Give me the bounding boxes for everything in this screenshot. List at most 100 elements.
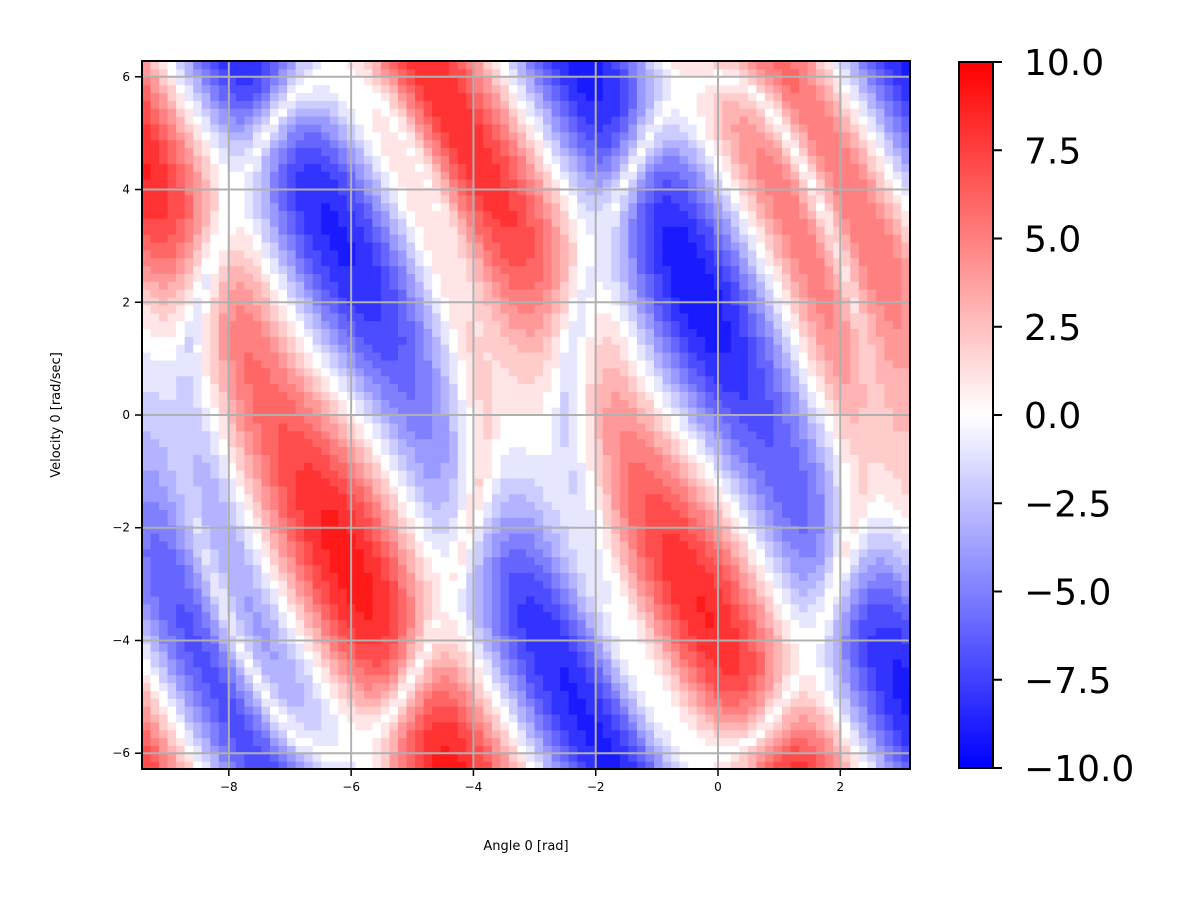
heatmap-cell xyxy=(184,501,194,510)
heatmap-cell xyxy=(491,729,501,739)
heatmap-cell xyxy=(184,304,194,314)
heatmap-cell xyxy=(568,328,578,337)
heatmap-cell xyxy=(500,320,510,330)
heatmap-cell xyxy=(577,68,587,78)
heatmap-cell xyxy=(508,446,519,455)
heatmap-cell xyxy=(184,454,194,463)
heatmap-cell xyxy=(312,289,322,298)
heatmap-cell xyxy=(312,304,322,314)
heatmap-cell xyxy=(218,352,228,361)
heatmap-cell xyxy=(577,651,587,660)
heatmap-cell xyxy=(201,446,211,455)
heatmap-cell xyxy=(193,651,203,660)
heatmap-cell xyxy=(474,383,484,392)
heatmap-cell xyxy=(150,359,160,369)
heatmap-cell xyxy=(398,517,408,526)
heatmap-cell xyxy=(526,202,536,212)
heatmap-cell xyxy=(423,399,433,408)
heatmap-cell xyxy=(235,92,245,101)
heatmap-cell xyxy=(500,713,510,723)
heatmap-cell xyxy=(534,123,544,133)
heatmap-cell xyxy=(304,470,314,479)
heatmap-cell xyxy=(594,415,604,424)
heatmap-cell xyxy=(483,76,493,86)
heatmap-cell xyxy=(312,391,322,400)
heatmap-cell xyxy=(167,477,177,487)
heatmap-cell xyxy=(150,241,160,251)
heatmap-cell xyxy=(312,407,322,416)
heatmap-cell xyxy=(372,312,382,322)
heatmap-cell xyxy=(261,304,271,314)
heatmap-cell xyxy=(218,179,228,188)
heatmap-cell xyxy=(423,171,433,180)
heatmap-cell xyxy=(329,61,339,70)
heatmap-cell xyxy=(167,273,177,282)
heatmap-cell xyxy=(508,572,519,581)
heatmap-cell xyxy=(167,682,177,691)
heatmap-cell xyxy=(483,383,493,392)
heatmap-cell xyxy=(167,407,177,416)
heatmap-cell xyxy=(517,643,527,652)
heatmap-cell xyxy=(560,548,570,558)
heatmap-cell xyxy=(602,226,612,235)
heatmap-cell xyxy=(227,564,237,573)
heatmap-cell xyxy=(517,312,527,322)
heatmap-cell xyxy=(176,249,186,259)
heatmap-cell xyxy=(568,493,578,503)
heatmap-cell xyxy=(389,611,399,621)
heatmap-cell xyxy=(167,139,177,149)
heatmap-cell xyxy=(483,533,493,542)
heatmap-cell xyxy=(321,179,331,188)
heatmap-cell xyxy=(244,241,254,251)
heatmap-cell xyxy=(474,407,484,416)
heatmap-cell xyxy=(252,556,263,566)
heatmap-cell xyxy=(517,218,527,227)
heatmap-cell xyxy=(398,658,408,668)
heatmap-cell xyxy=(526,556,536,566)
heatmap-cell xyxy=(142,179,152,188)
heatmap-cell xyxy=(577,383,587,392)
heatmap-cell xyxy=(287,383,297,392)
heatmap-cell xyxy=(329,234,339,243)
heatmap-cell xyxy=(534,446,544,455)
heatmap-cell xyxy=(244,572,254,581)
heatmap-cell xyxy=(474,257,484,267)
heatmap-cell xyxy=(338,438,348,448)
heatmap-cell xyxy=(526,344,536,353)
heatmap-cell xyxy=(372,163,382,172)
heatmap-cell xyxy=(440,375,450,385)
heatmap-cell xyxy=(611,540,621,550)
heatmap-cell xyxy=(295,92,305,101)
heatmap-cell xyxy=(312,297,322,306)
heatmap-cell xyxy=(176,344,186,353)
heatmap-cell xyxy=(594,179,604,188)
heatmap-cell xyxy=(363,249,373,259)
heatmap-cell xyxy=(457,257,467,267)
heatmap-cell xyxy=(270,281,280,290)
heatmap-cell xyxy=(560,328,570,337)
heatmap-cell xyxy=(457,375,467,385)
heatmap-cell xyxy=(363,344,373,353)
heatmap-cell xyxy=(457,61,467,70)
heatmap-cell xyxy=(517,611,527,621)
heatmap-cell xyxy=(329,438,339,448)
heatmap-cell xyxy=(355,194,365,204)
heatmap-cell xyxy=(278,155,288,164)
heatmap-cell xyxy=(594,698,604,707)
heatmap-cell xyxy=(380,344,391,353)
heatmap-cell xyxy=(389,257,399,267)
heatmap-cell xyxy=(449,108,459,117)
heatmap-cell xyxy=(483,92,493,101)
heatmap-cell xyxy=(372,438,382,448)
heatmap-cell xyxy=(278,367,288,377)
heatmap-cell xyxy=(577,761,587,769)
heatmap-cell xyxy=(560,446,570,455)
heatmap-cell xyxy=(184,477,194,487)
heatmap-cell xyxy=(594,548,604,558)
heatmap-cell xyxy=(577,352,587,361)
heatmap-cell xyxy=(210,548,220,558)
heatmap-cell xyxy=(432,131,442,141)
heatmap-cell xyxy=(355,202,365,212)
heatmap-cell xyxy=(193,682,203,691)
heatmap-cell xyxy=(483,721,493,731)
